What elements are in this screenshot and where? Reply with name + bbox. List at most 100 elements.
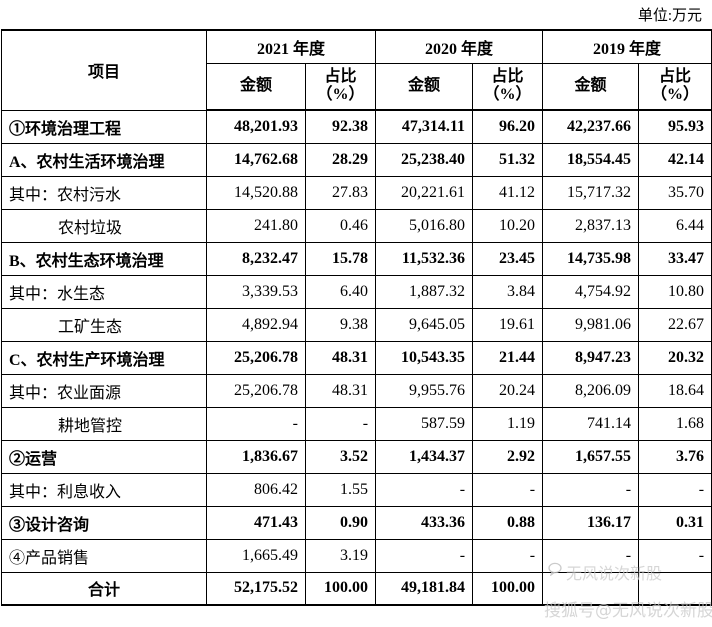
amount-2020-cell: 25,238.40 (375, 142, 474, 177)
table-row: 合计 52,175.52 100.00 49,181.84 100.00 (1, 571, 712, 606)
amount-2019-cell: - (542, 538, 640, 573)
amount-2019-cell: 9,981.06 (542, 307, 640, 342)
row-label: ④产品销售 (1, 538, 207, 573)
amount-2021-cell: 25,206.78 (206, 373, 306, 408)
ratio-2019-cell: 18.64 (638, 373, 712, 408)
amount-header: 金额 (542, 62, 640, 111)
amount-header: 金额 (375, 62, 474, 111)
table-row: A、农村生活环境治理 14,762.68 28.29 25,238.40 51.32 18… (1, 142, 712, 177)
ratio-2020-cell: 1.19 (472, 406, 544, 441)
ratio-2021-cell: 48.31 (304, 340, 377, 375)
amount-2019-cell: 42,237.66 (542, 109, 640, 144)
row-label: 耕地管控 (1, 406, 207, 441)
amount-2019-cell: 741.14 (542, 406, 640, 441)
row-label: 其中：利息收入 (1, 472, 207, 507)
ratio-2021-cell: 0.46 (304, 208, 377, 243)
table-body: ①环境治理工程 48,201.93 92.38 47,314.11 96.20 42,23… (1, 109, 712, 606)
ratio-2020-cell: 41.12 (472, 175, 544, 210)
ratio-2020-cell: - (472, 538, 544, 573)
ratio-2020-cell: - (472, 472, 544, 507)
item-column-header: 项目 (1, 29, 207, 111)
row-label: 其中：农村污水 (1, 175, 207, 210)
ratio-2021-cell: 1.55 (304, 472, 377, 507)
ratio-2020-cell: 19.61 (472, 307, 544, 342)
chat-bubble-icon (548, 562, 562, 576)
amount-2020-cell: 20,221.61 (375, 175, 474, 210)
header-row-metrics: 金额 占比 （%） 金额 占比 （%） 金额 占比 （%） (2, 62, 712, 111)
row-label: ③设计咨询 (1, 505, 207, 540)
row-label: ②运营 (1, 439, 207, 474)
financial-table: 项目 2021 年度 2020 年度 2019 年度 金额 占比 （%） 金额 … (1, 29, 712, 606)
ratio-2021-cell: 28.29 (304, 142, 377, 177)
table-row: ①环境治理工程 48,201.93 92.38 47,314.11 96.20 42,23… (1, 109, 712, 144)
table-row: 其中：农业面源 25,206.78 48.31 9,955.76 20.24 8,206.… (1, 373, 712, 408)
amount-2021-cell: 52,175.52 (206, 571, 306, 606)
ratio-2021-cell: - (304, 406, 377, 441)
amount-2020-cell: 1,887.32 (375, 274, 474, 309)
row-label: C、农村生产环境治理 (1, 340, 207, 375)
amount-header: 金额 (206, 62, 306, 111)
table-row: 其中：水生态 3,339.53 6.40 1,887.32 3.84 4,754.92 10… (1, 274, 712, 309)
amount-2020-cell: 433.36 (375, 505, 474, 540)
amount-2021-cell: 25,206.78 (206, 340, 306, 375)
amount-2020-cell: 10,543.35 (375, 340, 474, 375)
row-label: 合计 (1, 571, 207, 606)
ratio-2020-cell: 2.92 (472, 439, 544, 474)
header-row-years: 项目 2021 年度 2020 年度 2019 年度 (1, 29, 712, 111)
amount-2021-cell: 48,201.93 (206, 109, 306, 144)
ratio-2020-cell: 23.45 (472, 241, 544, 276)
amount-2021-cell: 1,665.49 (206, 538, 306, 573)
amount-2021-cell: 14,520.88 (206, 175, 306, 210)
amount-2020-cell: - (375, 472, 474, 507)
amount-2019-cell: 8,206.09 (542, 373, 640, 408)
year-header-2020: 2020 年度 (375, 29, 544, 64)
ratio-2019-cell: 22.67 (638, 307, 712, 342)
row-label: 工矿生态 (1, 307, 207, 342)
ratio-2019-cell: 3.76 (638, 439, 712, 474)
table-row: 其中：利息收入 806.42 1.55- - - - (1, 472, 712, 507)
ratio-2019-cell: 1.68 (638, 406, 712, 441)
ratio-2020-cell: 0.88 (472, 505, 544, 540)
ratio-2021-cell: 27.83 (304, 175, 377, 210)
ratio-header: 占比 （%） (638, 62, 712, 111)
ratio-2019-cell: - (638, 472, 712, 507)
ratio-2020-cell: 10.20 (472, 208, 544, 243)
row-label: A、农村生活环境治理 (1, 142, 207, 177)
amount-2019-cell: 18,554.45 (542, 142, 640, 177)
ratio-2019-cell: 35.70 (638, 175, 712, 210)
ratio-2019-cell: - (638, 538, 712, 573)
ratio-2020-cell: 96.20 (472, 109, 544, 144)
amount-2019-cell: 8,947.23 (542, 340, 640, 375)
table-row: B、农村生态环境治理 8,232.47 15.78 11,532.36 23.45 14,… (1, 241, 712, 276)
row-label: B、农村生态环境治理 (1, 241, 207, 276)
ratio-2019-cell (638, 571, 712, 606)
ratio-2019-cell: 0.31 (638, 505, 712, 540)
table-row: 农村垃圾 241.80 0.46 5,016.80 10.20 2,837.13 6.44 (1, 208, 712, 243)
ratio-header-unit: （%） (651, 86, 700, 104)
amount-2019-cell (542, 571, 640, 606)
ratio-2021-cell: 9.38 (304, 307, 377, 342)
ratio-2020-cell: 20.24 (472, 373, 544, 408)
table-row: 其中：农村污水 14,520.88 27.83 20,221.61 41.12 15,71… (1, 175, 712, 210)
amount-2020-cell: 11,532.36 (375, 241, 474, 276)
year-header-2021: 2021 年度 (205, 29, 377, 64)
table-row: C、农村生产环境治理 25,206.78 48.31 10,543.35 21.44 8,… (1, 340, 712, 375)
table-row: ②运营 1,836.67 3.52 1,434.37 2.92 1,657.55 3.76 (1, 439, 712, 474)
ratio-2019-cell: 33.47 (638, 241, 712, 276)
amount-2020-cell: 587.59 (375, 406, 474, 441)
ratio-2021-cell: 100.00 (304, 571, 377, 606)
row-label: ①环境治理工程 (1, 109, 207, 144)
amount-2020-cell: 5,016.80 (375, 208, 474, 243)
ratio-2021-cell: 48.31 (304, 373, 377, 408)
ratio-2021-cell: 15.78 (304, 241, 377, 276)
amount-2020-cell: 49,181.84 (375, 571, 474, 606)
ratio-header-label: 占比 (659, 68, 692, 86)
ratio-header-unit: （%） (483, 86, 532, 104)
amount-2019-cell: 136.17 (542, 505, 640, 540)
amount-2020-cell: 47,314.11 (375, 109, 474, 144)
ratio-header-label: 占比 (324, 68, 357, 86)
amount-2021-cell: 241.80 (206, 208, 306, 243)
amount-2021-cell: 8,232.47 (206, 241, 306, 276)
ratio-2019-cell: 95.93 (638, 109, 712, 144)
table-row: ③设计咨询 471.43 0.90 433.36 0.88 136.17 0.31 (1, 505, 712, 540)
